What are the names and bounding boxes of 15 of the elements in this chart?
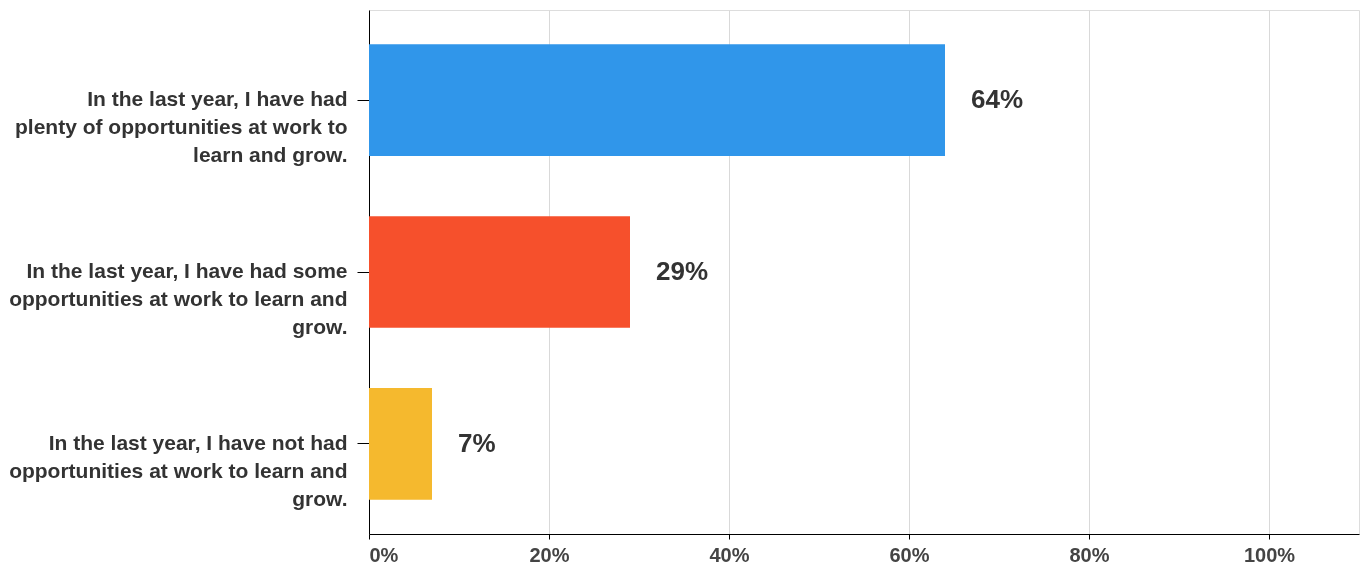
- x-tick-label: 40%: [709, 543, 750, 566]
- x-tick-label: 80%: [1069, 543, 1110, 566]
- bar: [369, 216, 630, 328]
- y-tick-label: In the last year, I have not had opportunities at work to learn and grow.: [9, 430, 348, 510]
- bar: [369, 44, 945, 157]
- data-label: 29%: [656, 256, 709, 286]
- x-tick-label: 0%: [369, 543, 399, 566]
- bar: [369, 387, 432, 500]
- x-tick-label: 20%: [529, 543, 570, 566]
- y-tick-label: In the last year, I have had some opportunities at work to learn and grow.: [9, 259, 348, 338]
- data-label: 64%: [971, 84, 1024, 115]
- x-tick-label: 100%: [1243, 543, 1296, 566]
- y-tick-label: In the last year, I have had plenty of opportunities at work to learn and grow.: [15, 87, 348, 167]
- x-tick-label: 60%: [889, 543, 930, 566]
- data-label: 7%: [458, 427, 496, 458]
